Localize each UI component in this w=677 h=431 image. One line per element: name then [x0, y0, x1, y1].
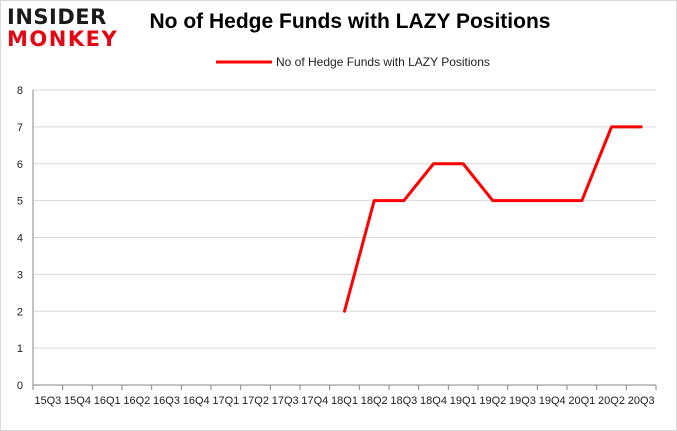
- y-tick-label: 4: [17, 233, 23, 245]
- legend-label: No of Hedge Funds with LAZY Positions: [276, 55, 490, 69]
- series-group: [343, 125, 643, 313]
- x-tick-label: 20Q3: [628, 395, 655, 407]
- y-tick-label: 2: [17, 306, 23, 318]
- axes: [32, 90, 656, 386]
- x-tick-label: 19Q2: [479, 395, 506, 407]
- x-tick-label: 20Q1: [568, 395, 595, 407]
- x-tick-label: 17Q1: [212, 395, 239, 407]
- x-tick-label: 19Q4: [539, 395, 566, 407]
- y-axis-ticks: 0 1 2 3 4 5 6 7 8: [17, 85, 23, 392]
- x-tick-label: 16Q4: [183, 395, 210, 407]
- brand-logo-line2: MONKEY: [7, 27, 119, 51]
- x-tick-label: 18Q2: [361, 395, 388, 407]
- series-line-0: [343, 125, 643, 313]
- x-tick-label: 18Q1: [331, 395, 358, 407]
- y-tick-label: 3: [17, 269, 23, 281]
- x-tick-label: 19Q1: [450, 395, 477, 407]
- brand-logo: INSIDER MONKEY: [7, 6, 118, 50]
- chart-title: No of Hedge Funds with LAZY Positions: [149, 10, 551, 33]
- x-tick-label: 17Q2: [242, 395, 269, 407]
- y-tick-label: 0: [17, 380, 23, 392]
- x-tick-label: 17Q4: [301, 395, 328, 407]
- x-tick-label: 19Q3: [509, 395, 536, 407]
- y-tick-label: 6: [17, 159, 23, 171]
- y-tick-label: 5: [17, 196, 23, 208]
- y-tick-label: 1: [17, 343, 23, 355]
- legend: No of Hedge Funds with LAZY Positions: [216, 55, 490, 69]
- x-tick-label: 16Q2: [123, 395, 150, 407]
- x-tick-label: 15Q4: [64, 395, 91, 407]
- x-tick-label: 20Q2: [598, 395, 625, 407]
- y-tick-label: 8: [17, 85, 23, 97]
- x-tick-label: 18Q4: [420, 395, 447, 407]
- x-tick-label: 18Q3: [390, 395, 417, 407]
- x-tick-label: 15Q3: [34, 395, 61, 407]
- x-axis-ticks: 15Q3 15Q4 16Q1 16Q2 16Q3 16Q4 17Q1 17Q2 17Q3 17Q4…: [32, 385, 657, 407]
- x-tick-label: 16Q3: [153, 395, 180, 407]
- x-tick-label: 16Q1: [94, 395, 121, 407]
- brand-logo-line1: INSIDER: [7, 5, 107, 29]
- x-tick-label: 17Q3: [272, 395, 299, 407]
- y-tick-label: 7: [17, 122, 23, 134]
